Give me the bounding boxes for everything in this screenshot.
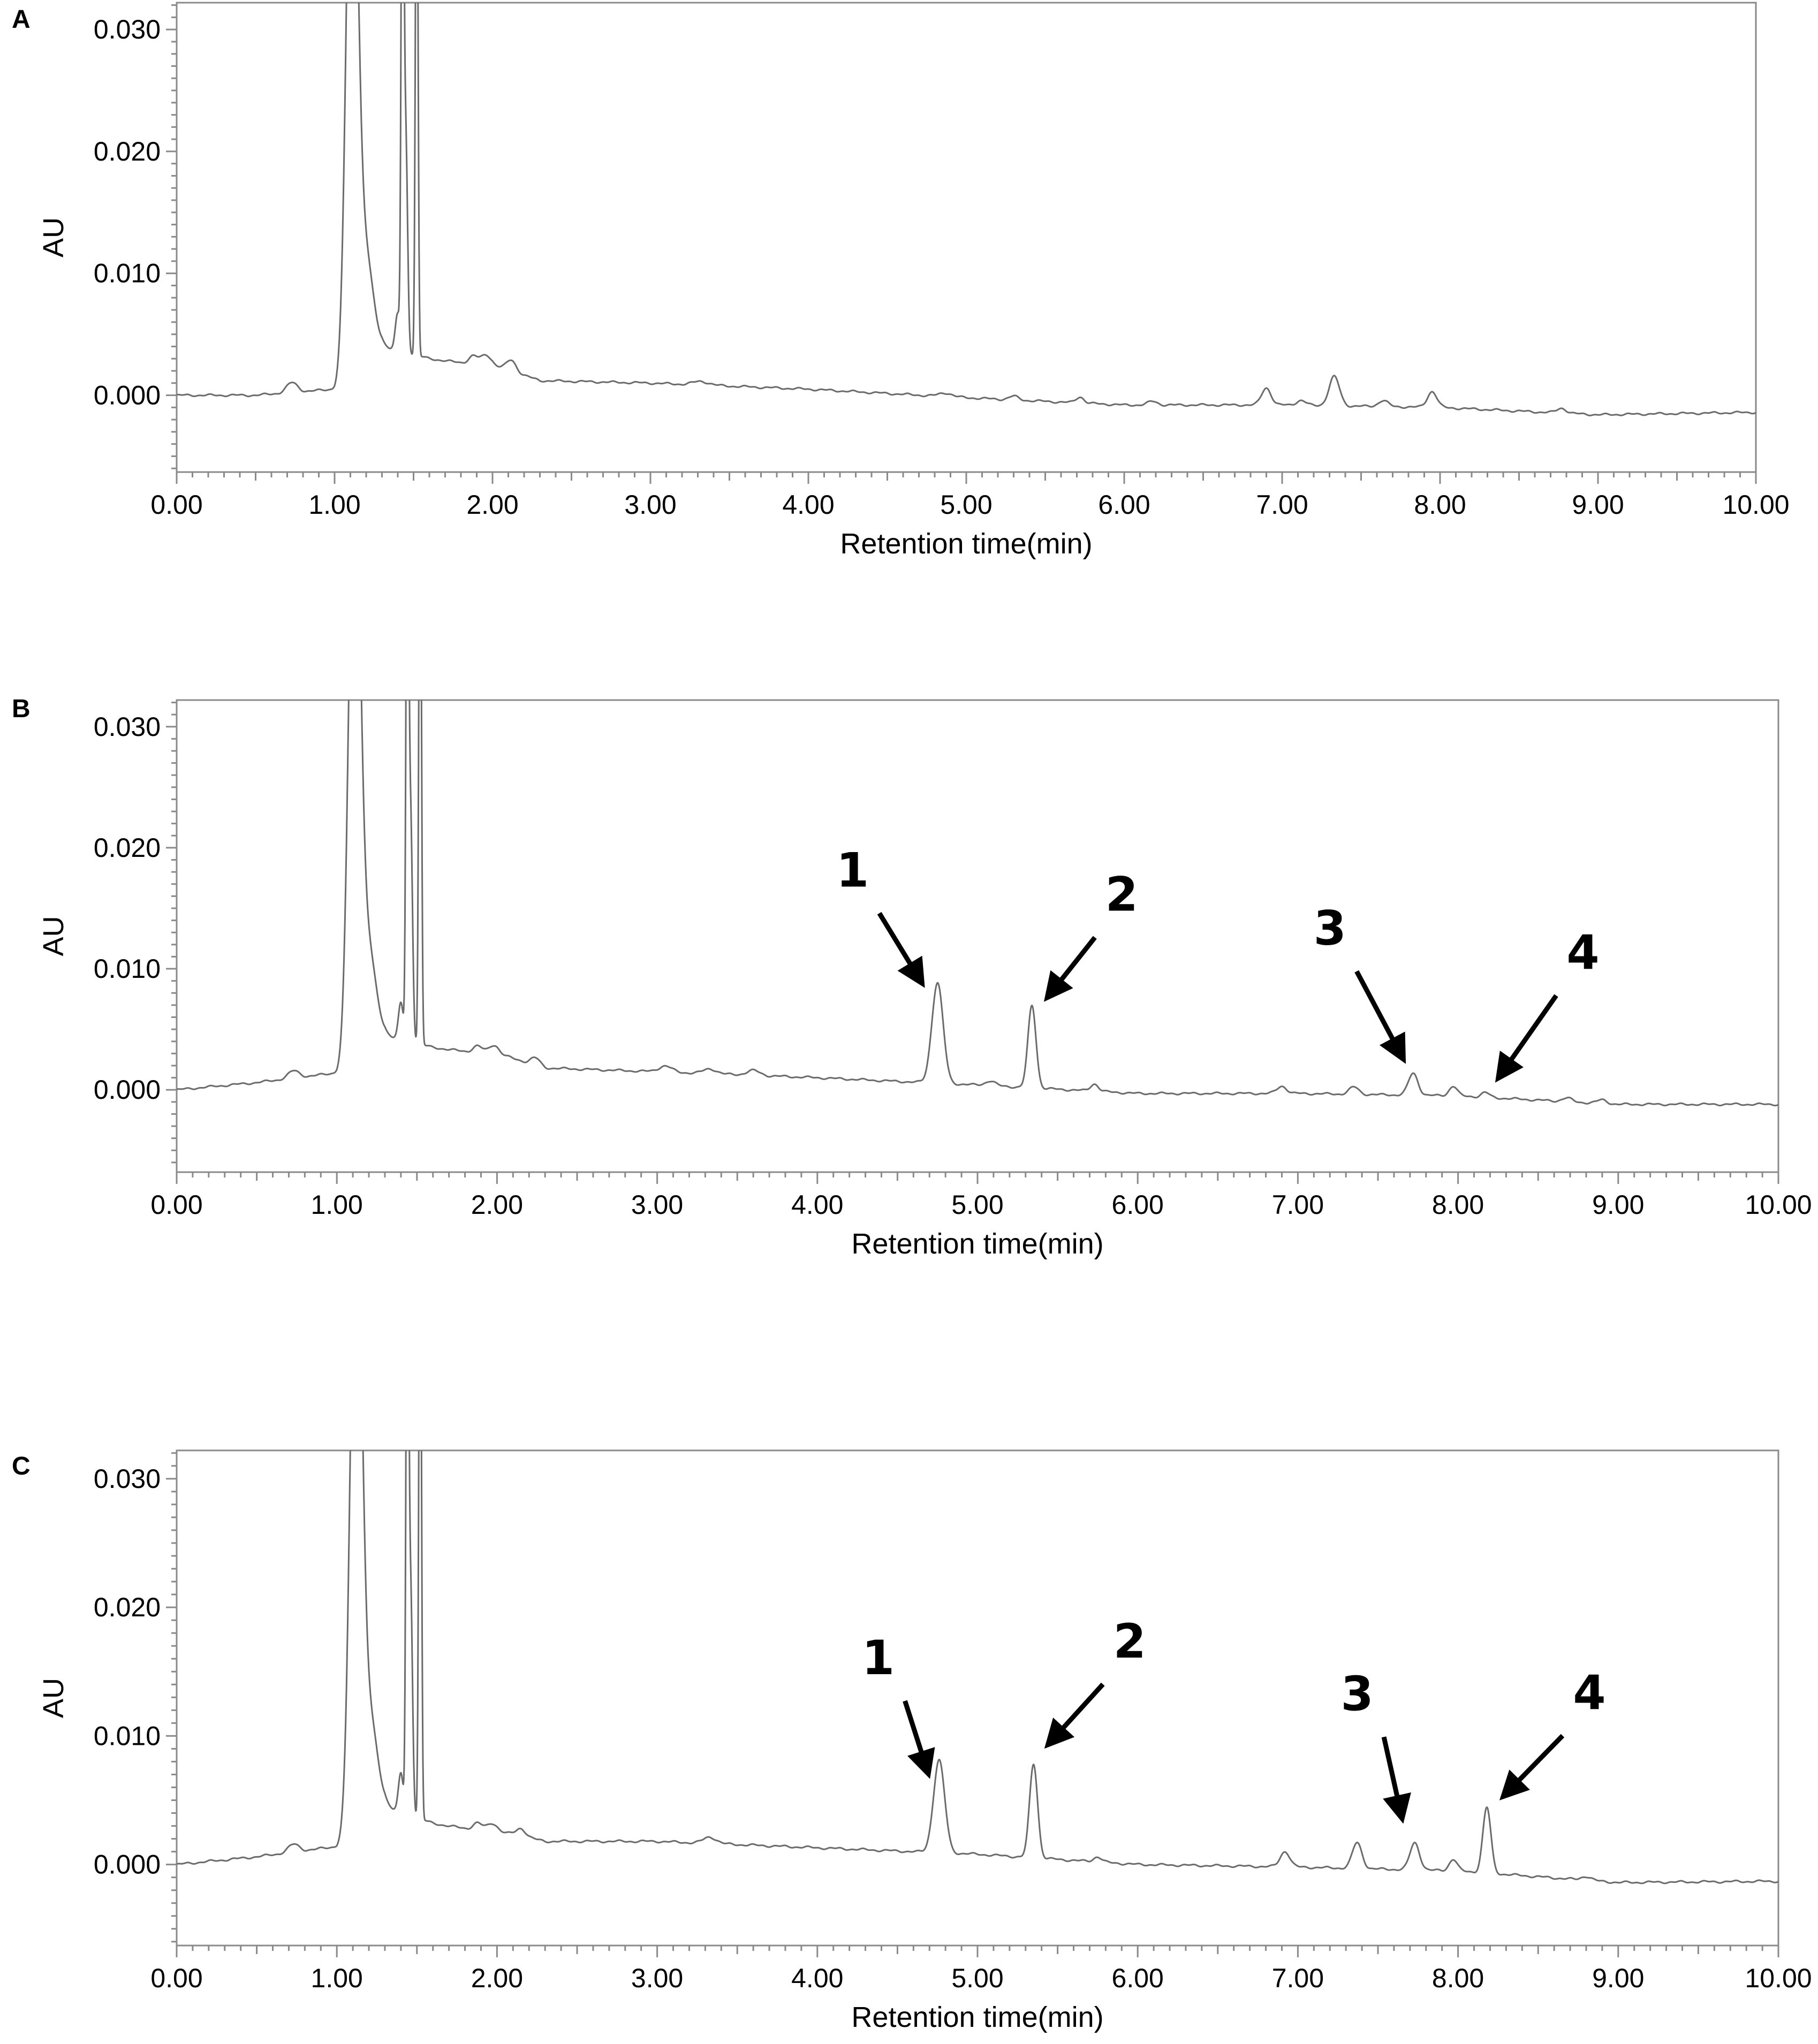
x-axis-ticks	[176, 1172, 1779, 1184]
x-tick-label: 3.00	[631, 1190, 683, 1220]
peak-arrow-2	[1044, 1682, 1105, 1749]
y-tick-label: 0.000	[94, 1075, 161, 1105]
x-tick-label: 10.00	[1745, 1963, 1812, 1993]
y-axis-ticks	[166, 702, 177, 1164]
x-tick-label: 9.00	[1592, 1963, 1644, 1993]
peak-arrow-4	[1495, 994, 1558, 1083]
peak-arrow-4	[1499, 1734, 1565, 1800]
x-tick-label: 2.00	[466, 490, 518, 520]
peak-label-4: 4	[1566, 925, 1599, 980]
x-tick-label: 7.00	[1256, 490, 1308, 520]
y-tick-label: 0.020	[94, 1592, 161, 1622]
x-axis-title: Retention time(min)	[851, 2001, 1103, 2033]
x-tick-label: 8.00	[1432, 1963, 1484, 1993]
y-tick-label: 0.030	[94, 712, 161, 742]
x-tick-label: 5.00	[940, 490, 992, 520]
x-tick-label: 8.00	[1414, 490, 1466, 520]
plot-frame	[176, 2, 1757, 473]
x-tick-label: 9.00	[1572, 490, 1624, 520]
peak-arrow-2	[1043, 936, 1097, 1002]
x-tick-label: 3.00	[624, 490, 676, 520]
x-tick-label: 4.00	[782, 490, 834, 520]
y-tick-label: 0.000	[94, 380, 161, 410]
chart-panel-c: C 0.00 1.00 2.00 3.00 4.00 5.00 6.00 7.00 8.00 9.0…	[12, 1449, 1812, 2033]
chart-panel-b: B 0.00 1.00 2.00 3.00 4.00 5.00 6.00 7.00 8.00 9.0…	[12, 695, 1812, 1260]
peak-label-1: 1	[862, 1630, 895, 1685]
chart-panel-a: A 0.00 1.00 2.00 3.00 4.00 5.00 6.00 7.00 8.00 9.0…	[12, 2, 1790, 560]
chromatogram-trace	[177, 700, 1778, 1107]
x-tick-label: 2.00	[471, 1963, 523, 1993]
peak-label-2: 2	[1105, 867, 1138, 922]
x-tick-label: 5.00	[951, 1963, 1003, 1993]
peak-arrow-3	[1381, 1736, 1411, 1824]
panel-letter: A	[12, 5, 31, 34]
y-tick-label: 0.030	[94, 14, 161, 44]
peak-arrow-1	[903, 1700, 935, 1779]
peak-arrow-3	[1354, 970, 1406, 1064]
y-tick-label: 0.020	[94, 136, 161, 166]
peak-label-1: 1	[836, 842, 869, 898]
x-axis-title: Retention time(min)	[840, 528, 1092, 560]
plot-frame	[176, 699, 1779, 1173]
y-axis-title: AU	[37, 217, 70, 257]
x-axis-ticks	[176, 472, 1757, 484]
panel-letter: B	[12, 695, 31, 723]
y-axis-title: AU	[37, 1678, 70, 1718]
plot-frame	[176, 1449, 1779, 1947]
x-tick-label: 4.00	[791, 1963, 843, 1993]
peak-label-3: 3	[1340, 1666, 1373, 1721]
y-axis-ticks	[166, 1452, 177, 1943]
x-tick-label: 7.00	[1272, 1963, 1324, 1993]
x-tick-label: 1.00	[311, 1190, 363, 1220]
x-axis-ticks	[176, 1946, 1779, 1957]
x-tick-label: 0.00	[150, 1190, 202, 1220]
y-tick-label: 0.030	[94, 1464, 161, 1494]
x-tick-label: 10.00	[1722, 490, 1789, 520]
x-tick-label: 8.00	[1432, 1190, 1484, 1220]
y-axis-title: AU	[37, 916, 70, 956]
x-tick-label: 9.00	[1592, 1190, 1644, 1220]
x-axis-title: Retention time(min)	[851, 1228, 1103, 1260]
x-tick-label: 1.00	[311, 1963, 363, 1993]
y-tick-label: 0.000	[94, 1850, 161, 1880]
peak-label-2: 2	[1113, 1614, 1146, 1669]
x-tick-label: 6.00	[1098, 490, 1150, 520]
chromatogram-trace	[177, 3, 1756, 416]
y-tick-label: 0.020	[94, 833, 161, 863]
y-tick-label: 0.010	[94, 259, 161, 288]
x-tick-label: 7.00	[1272, 1190, 1324, 1220]
peak-label-3: 3	[1314, 901, 1346, 956]
x-tick-label: 6.00	[1112, 1963, 1164, 1993]
y-tick-label: 0.010	[94, 1721, 161, 1751]
x-tick-label: 3.00	[631, 1963, 683, 1993]
x-tick-label: 1.00	[308, 490, 360, 520]
peak-arrow-1	[877, 911, 925, 988]
peak-label-4: 4	[1573, 1665, 1605, 1720]
x-tick-label: 6.00	[1112, 1190, 1164, 1220]
x-tick-label: 0.00	[150, 490, 202, 520]
panel-letter: C	[12, 1452, 31, 1480]
x-tick-label: 2.00	[471, 1190, 523, 1220]
x-tick-label: 4.00	[791, 1190, 843, 1220]
y-tick-label: 0.010	[94, 954, 161, 984]
chromatogram-trace	[177, 1450, 1778, 1885]
y-axis-ticks	[166, 4, 177, 469]
x-tick-label: 5.00	[951, 1190, 1003, 1220]
x-tick-label: 10.00	[1745, 1190, 1812, 1220]
x-tick-label: 0.00	[150, 1963, 202, 1993]
